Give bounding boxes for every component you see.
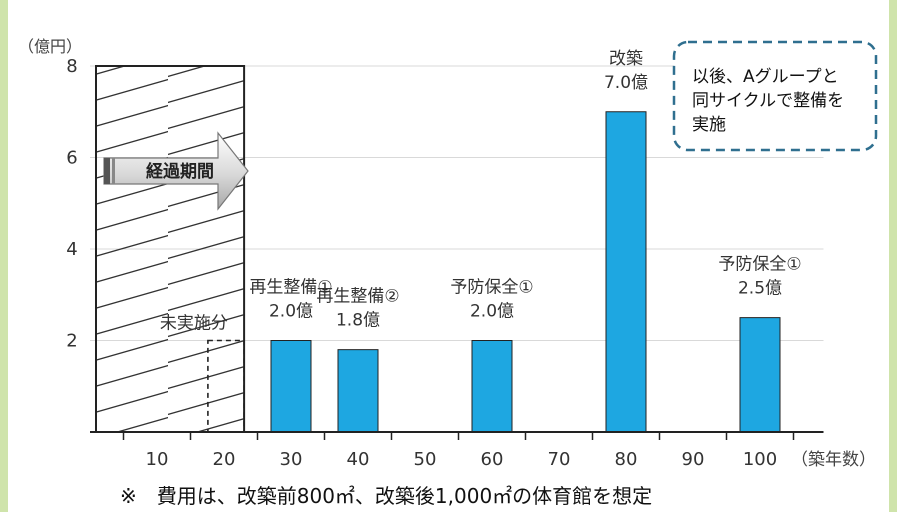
callout-text: 同サイクルで整備を (692, 91, 844, 111)
bar-name-label: 予防保全① (718, 255, 801, 275)
x-tick-label: 30 (280, 449, 303, 470)
bar (270, 340, 312, 433)
bar-name-label: 再生整備② (316, 287, 399, 307)
elapsed-arrow (103, 131, 249, 211)
bar-name-label: 改築 (609, 49, 643, 69)
elapsed-period-region (95, 65, 246, 433)
y-tick-label: 2 (66, 331, 77, 352)
bar (471, 340, 513, 433)
bar-value-label: 1.8億 (336, 311, 380, 331)
footnote: ※ 費用は、改築前800㎡、改築後1,000㎡の体育館を想定 (120, 484, 653, 508)
x-tick-label: 10 (146, 449, 169, 470)
x-tick-label: 70 (548, 449, 571, 470)
bar-name-label: 予防保全① (450, 278, 533, 298)
x-tick-label: 100 (743, 449, 777, 470)
y-tick-label: 4 (66, 239, 77, 260)
y-axis-label: （億円） (18, 37, 82, 56)
y-tick-label: 8 (66, 56, 77, 77)
bar (337, 349, 379, 433)
x-tick-label: 40 (347, 449, 370, 470)
bar-name-label: 再生整備① (249, 278, 332, 298)
x-tick-label: 60 (481, 449, 504, 470)
bar-value-label: 7.0億 (604, 73, 648, 93)
bar-value-label: 2.0億 (269, 302, 313, 322)
bar (739, 317, 781, 433)
callout-box (672, 40, 878, 152)
x-tick-label: 50 (414, 449, 437, 470)
elapsed-arrow-band (112, 158, 115, 184)
bar-value-label: 2.0億 (470, 302, 514, 322)
unimplemented-label: 未実施分 (160, 314, 228, 334)
y-tick-label: 6 (66, 148, 77, 169)
elapsed-arrow-band (104, 158, 110, 184)
x-tick-label: 90 (682, 449, 705, 470)
chart-panel: 2 4 6 8 （億円） 経過期間 未実施分 再生整備① 2.0億 再生整備② 1.8億 予防保全① 2… (8, 0, 889, 512)
bar-value-label: 2.5億 (738, 279, 782, 299)
x-axis-label: （築年数） (791, 450, 876, 470)
elapsed-period-label: 経過期間 (146, 161, 214, 182)
callout-text: 以後、Aグループと (692, 67, 839, 87)
bar (605, 111, 647, 433)
x-tick-label: 80 (615, 449, 638, 470)
chart: 2468（億円）経過期間未実施分再生整備①2.0億再生整備②1.8億予防保全①2… (18, 37, 878, 470)
callout-text: 実施 (692, 115, 726, 135)
x-tick-label: 20 (213, 449, 236, 470)
